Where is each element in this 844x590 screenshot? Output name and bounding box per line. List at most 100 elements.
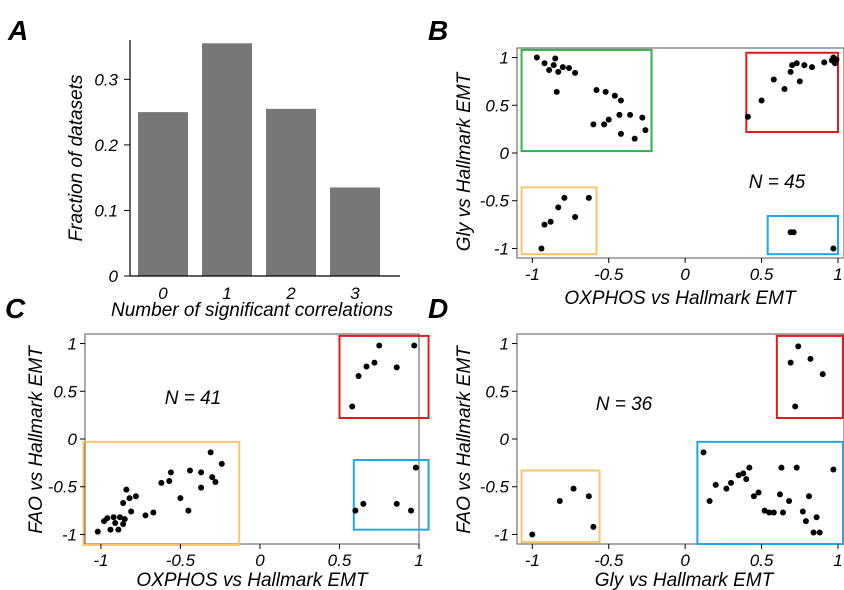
data-point: [831, 60, 838, 67]
bar-0: [138, 112, 188, 276]
data-point: [411, 342, 418, 349]
x-tick-label: -0.5: [594, 551, 624, 570]
data-point: [787, 359, 794, 366]
data-point: [198, 484, 205, 491]
data-point: [538, 245, 545, 252]
data-point: [617, 130, 624, 137]
data-point: [570, 485, 577, 492]
data-point: [795, 343, 802, 350]
data-point: [766, 509, 773, 516]
blue-selection-box: [352, 459, 430, 531]
data-point: [706, 498, 713, 505]
x-tick-label: 3: [350, 284, 360, 303]
bars: [138, 43, 380, 277]
data-point: [585, 493, 592, 500]
data-point: [158, 479, 165, 486]
data-point: [115, 526, 122, 533]
data-point: [585, 194, 592, 201]
data-points: [533, 54, 840, 252]
x-tick-label: 2: [285, 284, 296, 303]
y-tick-label: 0: [500, 430, 510, 449]
data-point: [761, 507, 768, 514]
panel-b-scatter: -1 -0.5 0 0.5 1 -1 -0.5 0 0.5 1 N = 45 Gly vs Ha…: [454, 47, 844, 309]
selection-boxes: [520, 48, 840, 256]
data-point: [150, 509, 157, 516]
y-tick-label: 0: [109, 267, 119, 286]
data-point: [593, 87, 600, 93]
y-tick-label: 0.5: [485, 382, 509, 401]
data-point: [779, 509, 786, 516]
data-point: [790, 229, 797, 236]
data-point: [142, 512, 149, 519]
data-point: [104, 515, 111, 522]
selection-boxes: [82, 334, 430, 546]
panel-c-scatter: -1 -0.5 0 0.5 1 -1 -0.5 0 0.5 1 N = 41 FAO vs Ha…: [26, 333, 430, 590]
data-point: [116, 514, 123, 521]
data-point: [550, 62, 557, 69]
data-point: [776, 491, 783, 498]
x-tick-label: 0: [680, 551, 690, 570]
y-tick-label: 1: [500, 335, 509, 354]
data-point: [758, 97, 765, 104]
data-point: [781, 86, 788, 93]
data-point: [627, 111, 634, 118]
x-tick-label: -1: [525, 551, 540, 570]
data-point: [816, 529, 823, 536]
data-point: [819, 371, 826, 378]
data-point: [602, 88, 609, 95]
data-point: [572, 213, 579, 220]
data-point: [611, 92, 618, 99]
data-point: [830, 466, 837, 473]
data-point: [110, 514, 117, 521]
x-tick-label: 1: [414, 551, 423, 570]
data-point: [360, 500, 367, 507]
red-selection-box: [745, 51, 839, 133]
x-tick-label: 1: [222, 284, 231, 303]
x-axis-label: Number of significant correlations: [111, 300, 393, 321]
x-tick-label: -1: [525, 265, 540, 284]
y-tick-label: -0.5: [480, 192, 510, 211]
data-point: [412, 464, 419, 471]
data-point: [712, 481, 719, 488]
data-point: [801, 62, 808, 69]
data-point: [166, 478, 173, 484]
data-point: [743, 476, 750, 483]
data-point: [393, 500, 400, 507]
panel-letter-a: A: [7, 15, 28, 46]
data-point: [796, 78, 803, 85]
data-point: [787, 68, 794, 75]
y-ticks: -1 -0.5 0 0.5 1: [480, 335, 517, 544]
data-point: [218, 460, 225, 467]
x-tick-label: 0.5: [750, 551, 774, 570]
data-point: [177, 495, 184, 502]
data-point: [786, 498, 793, 505]
x-tick-label: -1: [93, 551, 108, 570]
data-point: [793, 60, 800, 67]
data-point: [639, 114, 646, 121]
data-point: [821, 59, 828, 66]
data-point: [541, 60, 548, 67]
y-tick-label: -1: [494, 525, 509, 544]
x-ticks: -1 -0.5 0 0.5 1: [93, 544, 424, 570]
data-point: [617, 97, 624, 104]
data-point: [755, 489, 762, 496]
panel-d-scatter: -1 -0.5 0 0.5 1 -1 -0.5 0 0.5 1 N = 36 FAO vs Ha…: [454, 333, 844, 590]
y-ticks: -1 -0.5 0 0.5 1: [48, 335, 85, 544]
data-point: [207, 449, 214, 456]
data-point: [186, 467, 193, 474]
y-tick-label: 0: [68, 430, 78, 449]
data-point: [565, 65, 572, 72]
blue-selection-box: [696, 440, 844, 546]
data-point: [561, 194, 568, 201]
y-axis-label: FAO vs Hallmark EMT: [454, 345, 475, 534]
data-point: [349, 403, 356, 410]
plot-frame: [516, 333, 844, 545]
data-point: [744, 113, 751, 120]
data-point: [555, 68, 562, 75]
y-tick-label: 0.2: [94, 136, 118, 155]
data-point: [167, 469, 174, 476]
x-ticks: -1 -0.5 0 0.5 1: [525, 544, 843, 570]
data-point: [408, 507, 415, 514]
y-tick-label: 0.1: [94, 201, 118, 220]
panel-a-bar-chart: 0 0.1 0.2 0.3 0 1 2 3 Fraction of datasets Num…: [66, 40, 400, 321]
